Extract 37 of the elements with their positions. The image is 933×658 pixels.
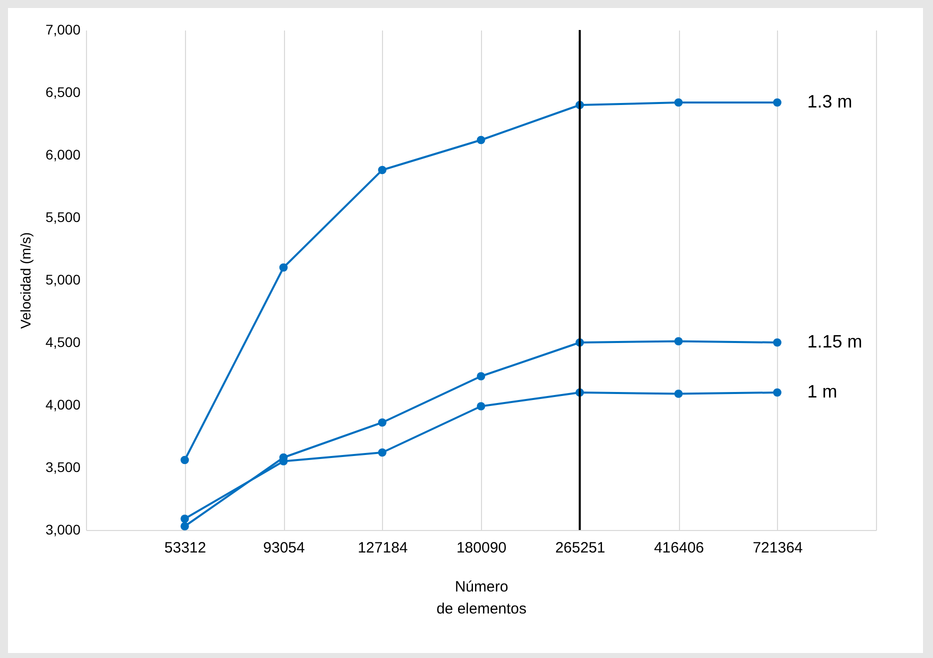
- point: [279, 263, 288, 272]
- y-tick-label: 4,500: [45, 334, 81, 350]
- point: [773, 98, 782, 107]
- y-tick-label: 6,000: [45, 146, 81, 162]
- point: [476, 372, 486, 380]
- point: [180, 456, 189, 464]
- x-tick-label: 53312: [164, 540, 206, 556]
- point: [378, 166, 386, 174]
- y-axis-title: Velocidad (m/s): [17, 232, 34, 329]
- point: [378, 448, 386, 457]
- y-tick-label: 7,000: [45, 22, 81, 38]
- x-tick-label: 265251: [555, 540, 606, 556]
- point: [476, 136, 486, 144]
- point: [476, 402, 486, 410]
- y-tick-label: 4,000: [45, 396, 81, 412]
- point: [378, 418, 386, 427]
- series-label: 1 m: [807, 382, 838, 402]
- point: [773, 388, 782, 397]
- y-tick-label: 6,500: [45, 84, 81, 100]
- series-label: 1.15 m: [807, 332, 862, 352]
- y-tick-label: 3,000: [45, 522, 81, 538]
- point: [773, 338, 782, 347]
- point: [674, 390, 683, 398]
- x-axis-title: Número de elementos: [436, 578, 527, 618]
- point: [180, 514, 189, 523]
- x-tick-label: 127184: [358, 540, 408, 556]
- series-label: 1.3 m: [807, 92, 852, 112]
- y-tick-label: 5,500: [45, 209, 81, 225]
- point: [180, 522, 189, 530]
- y-tick-label: 5,000: [45, 272, 81, 288]
- point: [674, 337, 683, 346]
- x-tick-label: 93054: [263, 540, 305, 556]
- point: [674, 98, 683, 107]
- x-tick-label: 180090: [456, 540, 507, 556]
- y-tick-label: 3,500: [45, 459, 81, 475]
- x-tick-label: 721364: [752, 540, 803, 556]
- x-tick-label: 416406: [654, 540, 704, 556]
